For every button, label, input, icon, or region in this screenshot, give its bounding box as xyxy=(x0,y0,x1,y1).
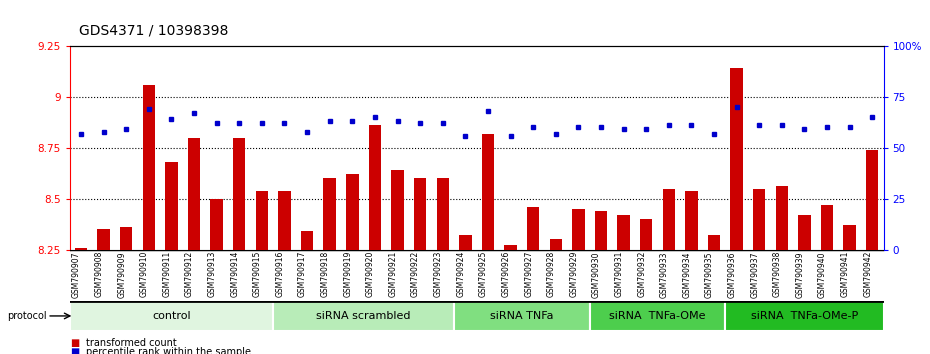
Bar xyxy=(504,246,517,250)
Bar xyxy=(233,138,246,250)
Text: GSM790915: GSM790915 xyxy=(253,251,262,297)
Bar xyxy=(725,301,883,331)
Text: GSM790932: GSM790932 xyxy=(637,251,646,297)
Bar xyxy=(527,207,539,250)
Bar xyxy=(821,205,833,250)
Text: GSM790940: GSM790940 xyxy=(818,251,827,298)
Text: GSM790926: GSM790926 xyxy=(501,251,511,297)
Bar xyxy=(368,125,381,250)
Bar xyxy=(278,190,291,250)
Text: GSM790923: GSM790923 xyxy=(433,251,443,297)
Bar xyxy=(594,211,607,250)
Bar xyxy=(590,301,725,331)
Text: GSM790938: GSM790938 xyxy=(773,251,782,297)
Text: GSM790934: GSM790934 xyxy=(683,251,691,298)
Bar xyxy=(798,215,811,250)
Bar xyxy=(618,215,630,250)
Text: siRNA scrambled: siRNA scrambled xyxy=(316,311,411,321)
Bar xyxy=(753,188,765,250)
Text: GSM790927: GSM790927 xyxy=(525,251,533,297)
Bar xyxy=(640,219,652,250)
Text: GSM790922: GSM790922 xyxy=(411,251,420,297)
Text: protocol: protocol xyxy=(7,311,47,321)
Text: GSM790917: GSM790917 xyxy=(299,251,307,297)
Text: GSM790908: GSM790908 xyxy=(95,251,103,297)
Bar xyxy=(844,225,856,250)
Bar xyxy=(414,178,426,250)
Text: GSM790936: GSM790936 xyxy=(727,251,737,298)
Text: GDS4371 / 10398398: GDS4371 / 10398398 xyxy=(79,23,229,37)
Bar xyxy=(346,174,359,250)
Text: GSM790925: GSM790925 xyxy=(479,251,488,297)
Text: ■: ■ xyxy=(70,338,79,348)
Bar xyxy=(273,301,454,331)
Bar xyxy=(662,188,675,250)
Text: GSM790914: GSM790914 xyxy=(231,251,239,297)
Bar xyxy=(392,170,404,250)
Bar xyxy=(436,178,449,250)
Text: GSM790911: GSM790911 xyxy=(163,251,171,297)
Bar xyxy=(188,138,200,250)
Bar xyxy=(708,235,720,250)
Bar xyxy=(142,85,155,250)
Bar xyxy=(550,239,562,250)
Bar xyxy=(74,247,87,250)
Text: siRNA  TNFa-OMe: siRNA TNFa-OMe xyxy=(609,311,706,321)
Bar xyxy=(482,133,494,250)
Text: siRNA TNFa: siRNA TNFa xyxy=(490,311,553,321)
Bar xyxy=(324,178,336,250)
Bar xyxy=(98,229,110,250)
Text: percentile rank within the sample: percentile rank within the sample xyxy=(86,347,251,354)
Bar xyxy=(120,227,132,250)
Bar xyxy=(866,150,879,250)
Text: GSM790918: GSM790918 xyxy=(321,251,330,297)
Text: GSM790937: GSM790937 xyxy=(751,251,759,298)
Text: GSM790913: GSM790913 xyxy=(207,251,217,297)
Bar xyxy=(256,190,268,250)
Text: GSM790909: GSM790909 xyxy=(117,251,126,298)
Text: GSM790939: GSM790939 xyxy=(795,251,804,298)
Bar xyxy=(166,162,178,250)
Text: ■: ■ xyxy=(70,347,79,354)
Text: GSM790941: GSM790941 xyxy=(841,251,850,297)
Text: GSM790910: GSM790910 xyxy=(140,251,149,297)
Text: transformed count: transformed count xyxy=(86,338,178,348)
Text: GSM790942: GSM790942 xyxy=(863,251,872,297)
Bar xyxy=(572,209,585,250)
Bar xyxy=(459,235,472,250)
Text: GSM790919: GSM790919 xyxy=(343,251,352,297)
Bar xyxy=(454,301,590,331)
Text: GSM790933: GSM790933 xyxy=(659,251,669,298)
Bar xyxy=(685,190,698,250)
Text: GSM790924: GSM790924 xyxy=(457,251,465,297)
Text: GSM790930: GSM790930 xyxy=(592,251,601,298)
Text: GSM790907: GSM790907 xyxy=(72,251,81,298)
Text: GSM790912: GSM790912 xyxy=(185,251,194,297)
Text: GSM790929: GSM790929 xyxy=(569,251,578,297)
Bar xyxy=(776,187,788,250)
Bar xyxy=(730,68,743,250)
Text: GSM790931: GSM790931 xyxy=(615,251,623,297)
Text: GSM790916: GSM790916 xyxy=(275,251,285,297)
Text: GSM790920: GSM790920 xyxy=(365,251,375,297)
Bar xyxy=(301,231,313,250)
Text: GSM790921: GSM790921 xyxy=(389,251,397,297)
Text: control: control xyxy=(153,311,191,321)
Text: GSM790928: GSM790928 xyxy=(547,251,556,297)
Bar xyxy=(210,199,223,250)
Bar xyxy=(70,301,273,331)
Text: siRNA  TNFa-OMe-P: siRNA TNFa-OMe-P xyxy=(751,311,858,321)
Text: GSM790935: GSM790935 xyxy=(705,251,714,298)
